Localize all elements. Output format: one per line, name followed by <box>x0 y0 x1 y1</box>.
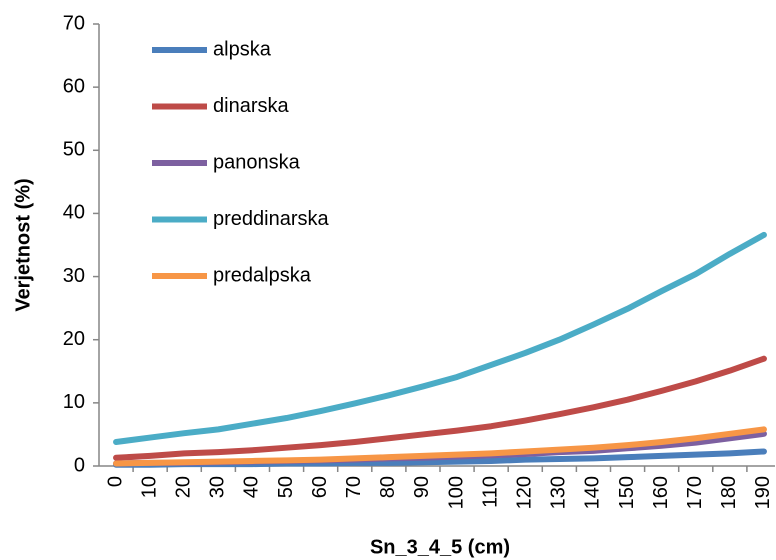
x-tick-label: 60 <box>309 476 331 498</box>
y-tick-label: 0 <box>74 454 85 476</box>
legend-label: predalpska <box>213 264 312 286</box>
x-tick-label: 150 <box>616 476 638 509</box>
series-line <box>113 355 767 461</box>
y-tick-label: 20 <box>63 328 85 350</box>
x-tick-label: 100 <box>445 476 467 509</box>
x-tick-label: 90 <box>411 476 433 498</box>
x-tick-label: 10 <box>138 476 160 498</box>
x-tick-label: 0 <box>104 476 126 487</box>
x-tick-label: 80 <box>377 476 399 498</box>
x-tick-label: 130 <box>548 476 570 509</box>
x-tick-label: 30 <box>207 476 229 498</box>
x-tick-label: 140 <box>582 476 604 509</box>
y-axis-title: Verjetnost (%) <box>12 178 34 311</box>
x-tick-label: 180 <box>718 476 740 509</box>
series-line <box>113 426 767 467</box>
x-tick-label: 70 <box>343 476 365 498</box>
x-tick-label: 110 <box>479 476 501 508</box>
x-tick-label: 40 <box>241 476 263 498</box>
legend-label: panonska <box>213 151 301 173</box>
y-tick-label: 50 <box>63 139 85 161</box>
x-tick-label: 20 <box>173 476 195 498</box>
legend-label: alpska <box>213 38 272 60</box>
y-tick-label: 70 <box>63 12 85 34</box>
legend-label: preddinarska <box>213 208 330 230</box>
x-tick-label: 120 <box>514 476 536 509</box>
x-tick-label: 190 <box>752 476 774 509</box>
x-axis-title: Sn_3_4_5 (cm) <box>370 536 510 558</box>
y-tick-label: 40 <box>63 202 85 224</box>
series-line <box>113 231 767 446</box>
legend-label: dinarska <box>213 95 289 117</box>
y-tick-label: 60 <box>63 75 85 97</box>
x-tick-label: 170 <box>684 476 706 509</box>
y-tick-label: 10 <box>63 391 85 413</box>
x-tick-label: 50 <box>275 476 297 498</box>
x-tick-label: 160 <box>650 476 672 509</box>
y-tick-label: 30 <box>63 265 85 287</box>
